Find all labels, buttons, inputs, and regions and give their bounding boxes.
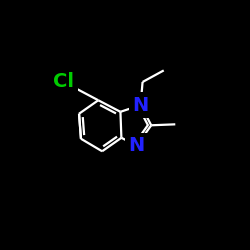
Text: N: N <box>129 136 145 155</box>
Text: Cl: Cl <box>53 72 74 92</box>
Text: N: N <box>132 96 149 114</box>
